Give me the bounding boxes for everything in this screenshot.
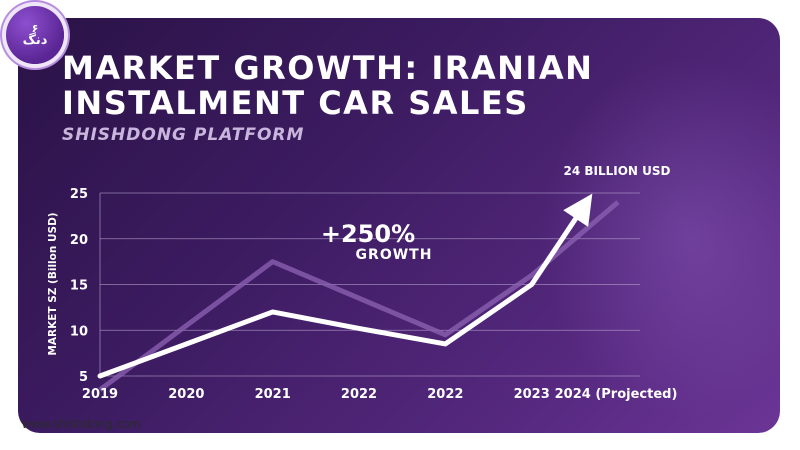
y-tick-label: 25 bbox=[70, 187, 88, 202]
chart-title-line-1: MARKET GROWTH: IRANIAN bbox=[62, 49, 594, 87]
data-point bbox=[271, 310, 275, 314]
logo-text: دنگ bbox=[22, 32, 48, 48]
x-tick-label: 2019 bbox=[82, 387, 118, 402]
x-tick-label: 2022 bbox=[341, 387, 377, 402]
x-tick-label: 2024 (Projected) bbox=[555, 387, 678, 402]
y-tick-label: 20 bbox=[70, 233, 88, 248]
x-tick-label: 2021 bbox=[255, 387, 291, 402]
background-glow bbox=[540, 58, 780, 418]
data-point bbox=[530, 283, 534, 287]
shadow-trend-line bbox=[98, 200, 620, 392]
chart-card bbox=[18, 18, 780, 433]
y-axis-label: MARKET SZ (Billon USD) bbox=[47, 212, 59, 355]
y-tick-label: 10 bbox=[70, 324, 88, 339]
x-tick-label: 2022 bbox=[427, 387, 463, 402]
y-tick-label: 15 bbox=[70, 279, 88, 294]
series-line bbox=[97, 193, 593, 379]
website-url[interactable]: www.shishdong.com bbox=[22, 416, 141, 431]
y-tick-label: 5 bbox=[79, 370, 88, 385]
x-tick-label: 2020 bbox=[168, 387, 204, 402]
growth-value-annotation: +250% bbox=[321, 220, 415, 248]
growth-label-annotation: GROWTH bbox=[356, 247, 433, 263]
data-point bbox=[616, 200, 620, 204]
chart-subtitle: SHISHDONG PLATFORM bbox=[62, 125, 305, 145]
brand-logo: ۶ دنگ bbox=[6, 6, 64, 64]
chart-title: MARKET GROWTH: IRANIAN INSTALMENT CAR SA… bbox=[62, 51, 593, 121]
data-point bbox=[98, 374, 102, 378]
data-point bbox=[443, 342, 447, 346]
end-value-annotation: 24 BILLION USD bbox=[563, 164, 670, 178]
x-tick-label: 2023 bbox=[514, 387, 550, 402]
chart-title-line-2: INSTALMENT CAR SALES bbox=[62, 84, 529, 122]
data-point bbox=[357, 326, 361, 330]
data-point bbox=[184, 342, 188, 346]
logo-digit: ۶ bbox=[31, 21, 39, 35]
